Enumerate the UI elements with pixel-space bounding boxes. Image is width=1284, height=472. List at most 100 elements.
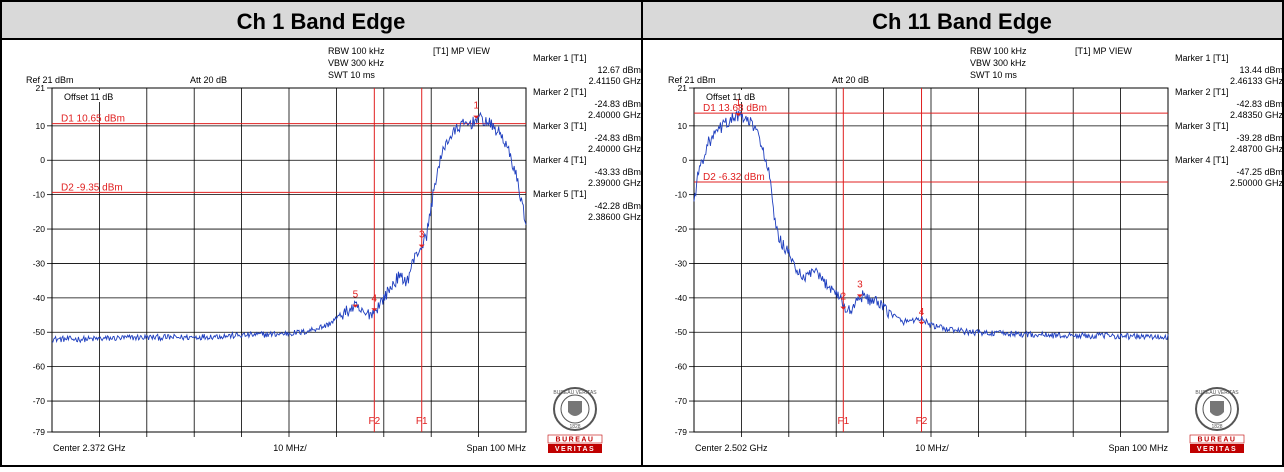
span-label: Span 100 MHz [1108, 443, 1168, 453]
marker-table-level: -42.83 dBm [1236, 99, 1283, 109]
panel-title: Ch 1 Band Edge [237, 9, 406, 34]
y-tick-label: 21 [36, 83, 46, 93]
marker-symbol [840, 306, 847, 310]
y-tick-label: 0 [40, 155, 45, 165]
frequency-line-label: F2 [368, 416, 380, 427]
logo-word-box-bottom [1190, 444, 1244, 453]
display-line-label: D2 -6.32 dBm [703, 172, 765, 183]
view-label: [T1] MP VIEW [1075, 46, 1132, 56]
frequency-line-label: F2 [916, 416, 928, 427]
marker-table-level: -24.83 dBm [594, 133, 641, 143]
ref-level-label: Ref 21 dBm [668, 75, 716, 85]
marker-number: 1 [473, 101, 479, 112]
logo-word-bottom: VERITAS [1197, 446, 1237, 453]
marker-table-frequency: 2.39000 GHz [588, 178, 642, 188]
marker-table-frequency: 2.40000 GHz [588, 110, 642, 120]
display-line-label: D1 10.65 dBm [61, 114, 125, 125]
marker-table-title: Marker 5 [T1] [533, 189, 587, 199]
marker-symbol [856, 294, 863, 298]
marker-number: 3 [419, 230, 425, 241]
spectrum-panel-ch11: RBW 100 kHz VBW 300 kHz SWT 10 ms [T1] MP V… [668, 46, 1283, 453]
y-tick-label: -60 [33, 362, 46, 372]
marker-table-title: Marker 4 [T1] [533, 155, 587, 165]
y-tick-label: -70 [675, 396, 688, 406]
marker-table-level: 13.44 dBm [1239, 65, 1283, 75]
logo-ring-text: BUREAU VERITAS [553, 390, 597, 396]
center-frequency-label: Center 2.372 GHz [53, 443, 126, 453]
frequency-line-label: F1 [837, 416, 849, 427]
logo-word-top: BUREAU [556, 437, 595, 444]
vbw-label: VBW 300 kHz [970, 58, 1027, 68]
y-tick-label: -60 [675, 362, 688, 372]
marker-symbol [735, 113, 742, 117]
marker-table-frequency: 2.46133 GHz [1230, 76, 1284, 86]
spectrum-trace [693, 110, 1169, 341]
marker-table-title: Marker 1 [T1] [1175, 53, 1229, 63]
marker-table-level: -39.28 dBm [1236, 133, 1283, 143]
y-tick-label: -70 [33, 396, 46, 406]
bureau-veritas-logo: BUREAU VERITAS 1828 BUREAU VERITAS [547, 387, 603, 453]
attenuation-label: Att 20 dB [832, 75, 869, 85]
marker-symbol [371, 308, 378, 312]
offset-label: Offset 11 dB [706, 92, 755, 102]
marker-table-title: Marker 2 [T1] [1175, 87, 1229, 97]
ref-level-label: Ref 21 dBm [26, 75, 74, 85]
marker-table-level: -43.33 dBm [594, 167, 641, 177]
marker-table-title: Marker 1 [T1] [533, 53, 587, 63]
logo-word-box-top [1189, 434, 1245, 444]
logo-ring-text: BUREAU VERITAS [1195, 390, 1239, 396]
marker-table-level: 12.67 dBm [597, 65, 641, 75]
y-tick-label: -10 [33, 190, 46, 200]
marker-table-frequency: 2.50000 GHz [1230, 178, 1284, 188]
y-tick-label: -40 [675, 293, 688, 303]
marker-table-frequency: 2.38600 GHz [588, 212, 642, 222]
y-tick-label: -20 [33, 224, 46, 234]
marker-number: 3 [857, 279, 863, 290]
marker-number: 5 [353, 290, 359, 301]
offset-box [53, 90, 127, 102]
vbw-label: VBW 300 kHz [328, 58, 385, 68]
title-bar-left [2, 2, 641, 39]
marker-number: 1 [735, 98, 741, 109]
bureau-veritas-logo: BUREAU VERITAS 1828 BUREAU VERITAS [1189, 387, 1245, 453]
marker-table-frequency: 2.41150 GHz [589, 76, 642, 86]
y-tick-label: -10 [675, 190, 688, 200]
marker-table-title: Marker 4 [T1] [1175, 155, 1229, 165]
rbw-label: RBW 100 kHz [328, 46, 385, 56]
marker-symbol [418, 244, 425, 248]
marker-table-title: Marker 3 [T1] [1175, 121, 1229, 131]
y-tick-label: -40 [33, 293, 46, 303]
center-frequency-label: Center 2.502 GHz [695, 443, 768, 453]
marker-table-frequency: 2.48350 GHz [1230, 110, 1284, 120]
frequency-line-label: F1 [416, 416, 428, 427]
spectrum-panel-ch1: RBW 100 kHz VBW 300 kHz SWT 10 ms [T1] MP V… [26, 46, 641, 453]
marker-number: 4 [919, 307, 925, 318]
logo-word-top: BUREAU [1198, 437, 1237, 444]
marker-table-frequency: 2.48700 GHz [1230, 144, 1284, 154]
y-tick-label: -50 [33, 327, 46, 337]
logo-shield [1210, 401, 1224, 416]
y-tick-label: -79 [33, 427, 46, 437]
marker-number: 2 [841, 292, 847, 303]
swt-label: SWT 10 ms [970, 70, 1017, 80]
attenuation-label: Att 20 dB [190, 75, 227, 85]
display-line-label: D1 13.68 dBm [703, 103, 767, 114]
y-tick-label: -50 [675, 327, 688, 337]
y-tick-label: -20 [675, 224, 688, 234]
marker-table-title: Marker 2 [T1] [533, 87, 587, 97]
view-label: [T1] MP VIEW [433, 46, 490, 56]
marker-table-level: -42.28 dBm [594, 201, 641, 211]
y-tick-label: 10 [678, 121, 688, 131]
logo-year: 1828 [569, 424, 580, 430]
marker-table-level: -24.83 dBm [594, 99, 641, 109]
marker-symbol [352, 304, 359, 308]
span-label: Span 100 MHz [466, 443, 526, 453]
marker-table-title: Marker 3 [T1] [533, 121, 587, 131]
y-tick-label: 10 [36, 121, 46, 131]
logo-word-box-bottom [548, 444, 602, 453]
division-label: 10 MHz/ [915, 443, 949, 453]
marker-table-frequency: 2.40000 GHz [588, 144, 642, 154]
y-tick-label: -30 [675, 258, 688, 268]
